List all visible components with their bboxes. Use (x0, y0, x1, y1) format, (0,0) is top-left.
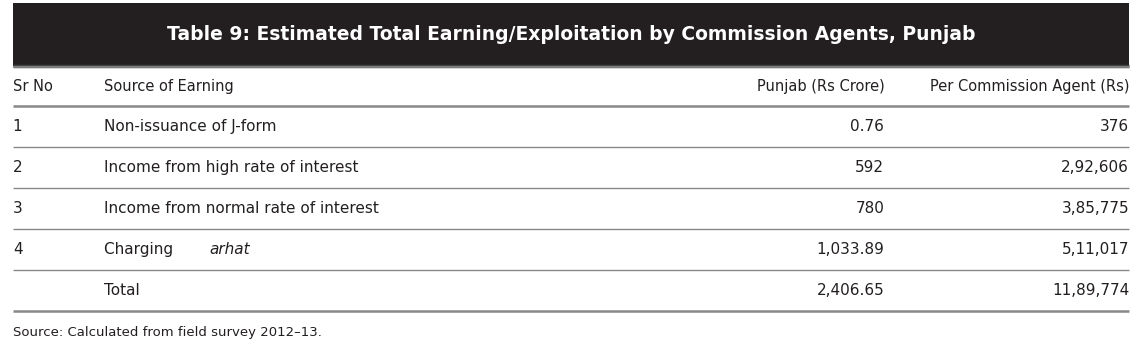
Text: Charging: Charging (104, 242, 178, 257)
Text: 4: 4 (13, 242, 23, 257)
Text: 0.76: 0.76 (851, 119, 884, 134)
Text: arhat: arhat (210, 242, 250, 257)
Text: Income from high rate of interest: Income from high rate of interest (104, 160, 359, 175)
Text: Table 9: Estimated Total Earning/Exploitation by Commission Agents, Punjab: Table 9: Estimated Total Earning/Exploit… (167, 25, 975, 44)
FancyBboxPatch shape (13, 3, 1129, 66)
Text: 1,033.89: 1,033.89 (817, 242, 884, 257)
Text: Income from normal rate of interest: Income from normal rate of interest (104, 201, 379, 216)
Text: 3: 3 (13, 201, 23, 216)
Text: Non-issuance of J-form: Non-issuance of J-form (104, 119, 276, 134)
Text: 780: 780 (855, 201, 884, 216)
Text: 3,85,775: 3,85,775 (1062, 201, 1129, 216)
Text: 2,92,606: 2,92,606 (1061, 160, 1129, 175)
Text: Sr No: Sr No (13, 79, 53, 94)
Text: Punjab (Rs Crore): Punjab (Rs Crore) (756, 79, 884, 94)
Text: 592: 592 (855, 160, 884, 175)
Text: 11,89,774: 11,89,774 (1052, 283, 1129, 298)
Text: 2,406.65: 2,406.65 (817, 283, 884, 298)
Text: 5,11,017: 5,11,017 (1062, 242, 1129, 257)
Text: Source: Calculated from field survey 2012–13.: Source: Calculated from field survey 201… (13, 326, 322, 339)
Text: Total: Total (104, 283, 139, 298)
Text: 2: 2 (13, 160, 23, 175)
Text: Per Commission Agent (Rs): Per Commission Agent (Rs) (930, 79, 1129, 94)
Text: Source of Earning: Source of Earning (104, 79, 234, 94)
Text: 1: 1 (13, 119, 23, 134)
Text: 376: 376 (1100, 119, 1129, 134)
